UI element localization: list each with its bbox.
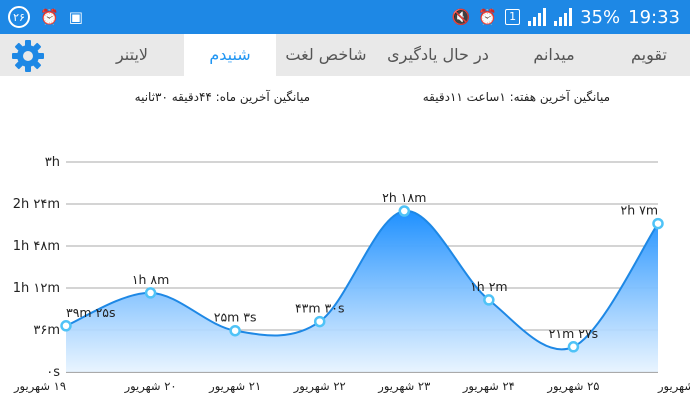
y-tick-label: ۳h (45, 155, 60, 170)
data-point[interactable] (60, 320, 72, 332)
data-label: ۴۳m ۳۰s (295, 301, 345, 316)
x-tick-label: ۲۳ شهریور (377, 379, 430, 394)
tab-calendar[interactable]: تقویم (631, 45, 667, 64)
x-tick-label: ۲۰ شهریور (124, 379, 177, 394)
signal-icon (528, 8, 547, 26)
tab-word-index[interactable]: شاخص لغت (285, 45, 367, 64)
data-point[interactable] (567, 341, 580, 353)
chart-area-fill (66, 210, 658, 372)
gear-icon[interactable] (10, 38, 46, 74)
data-label: ۲h ۱۸m (382, 190, 426, 205)
data-point[interactable] (313, 315, 326, 328)
x-tick-label: ۲۲ شهریور (293, 379, 346, 394)
data-point[interactable] (652, 217, 664, 230)
mute-icon: 🔇 (451, 8, 471, 26)
area-chart: ۰s ۳۶m 1h ۱۲m 1h ۴۸m 2h ۲۴m ۳h ۳۹m ۲۵s ۱h ۸m ۲۵… (13, 155, 690, 394)
gallery-icon: ▣ (68, 8, 83, 26)
tab-known[interactable]: میدانم (533, 45, 575, 64)
tab-bar: تقویم میدانم در حال یادگیری شاخص لغت شنی… (0, 34, 690, 76)
data-point[interactable] (144, 287, 157, 299)
alarm-icon: ⏰ (478, 8, 498, 26)
data-label: ۲h ۷m (621, 203, 659, 218)
tab-learning[interactable]: در حال یادگیری (387, 45, 489, 64)
data-label: ۱h ۸m (132, 272, 170, 287)
status-bar: ۲۶ ⏰ ▣ 🔇 ⏰ 1 35% 19:33 (0, 0, 690, 34)
data-label: ۱h ۲m (470, 279, 508, 294)
y-tick-label: ۳۶m (33, 323, 60, 338)
data-label: ۲۱m ۲۷s (549, 326, 599, 341)
y-tick-label: ۰s (46, 365, 60, 380)
battery-percent: 35% (580, 6, 621, 28)
x-tick-label: ۲۶ شهریور (657, 379, 690, 394)
data-point[interactable] (398, 205, 411, 217)
clock: 19:33 (628, 6, 680, 28)
calendar-badge-icon: ۲۶ (8, 6, 30, 28)
tab-heard[interactable]: شنیدم (184, 34, 276, 76)
x-tick-label: ۲۵ شهریور (546, 379, 599, 394)
x-tick-label: ۲۴ شهریور (462, 379, 515, 394)
y-tick-label: 1h ۴۸m (13, 239, 60, 254)
x-tick-label: ۲۱ شهریور (208, 379, 261, 394)
week-average: میانگین آخرین هفته: ۱ساعت ۱۱دقیقه (422, 90, 610, 104)
data-point[interactable] (483, 294, 495, 306)
month-average: میانگین آخرین ماه: ۴۴دقیقه ۳۰ثانیه (134, 90, 310, 104)
y-tick-label: 1h ۱۲m (13, 281, 60, 296)
data-point[interactable] (229, 324, 241, 337)
alarm-icon: ⏰ (40, 8, 59, 26)
signal-icon (554, 8, 573, 26)
data-label: ۳۹m ۲۵s (66, 305, 116, 320)
tab-leitner[interactable]: لایتنر (115, 45, 149, 64)
y-tick-label: 2h ۲۴m (13, 197, 60, 212)
x-tick-label: ۱۹ شهریور (13, 379, 66, 394)
data-label: ۲۵m ۳s (214, 310, 257, 325)
sim-icon: 1 (505, 9, 521, 25)
